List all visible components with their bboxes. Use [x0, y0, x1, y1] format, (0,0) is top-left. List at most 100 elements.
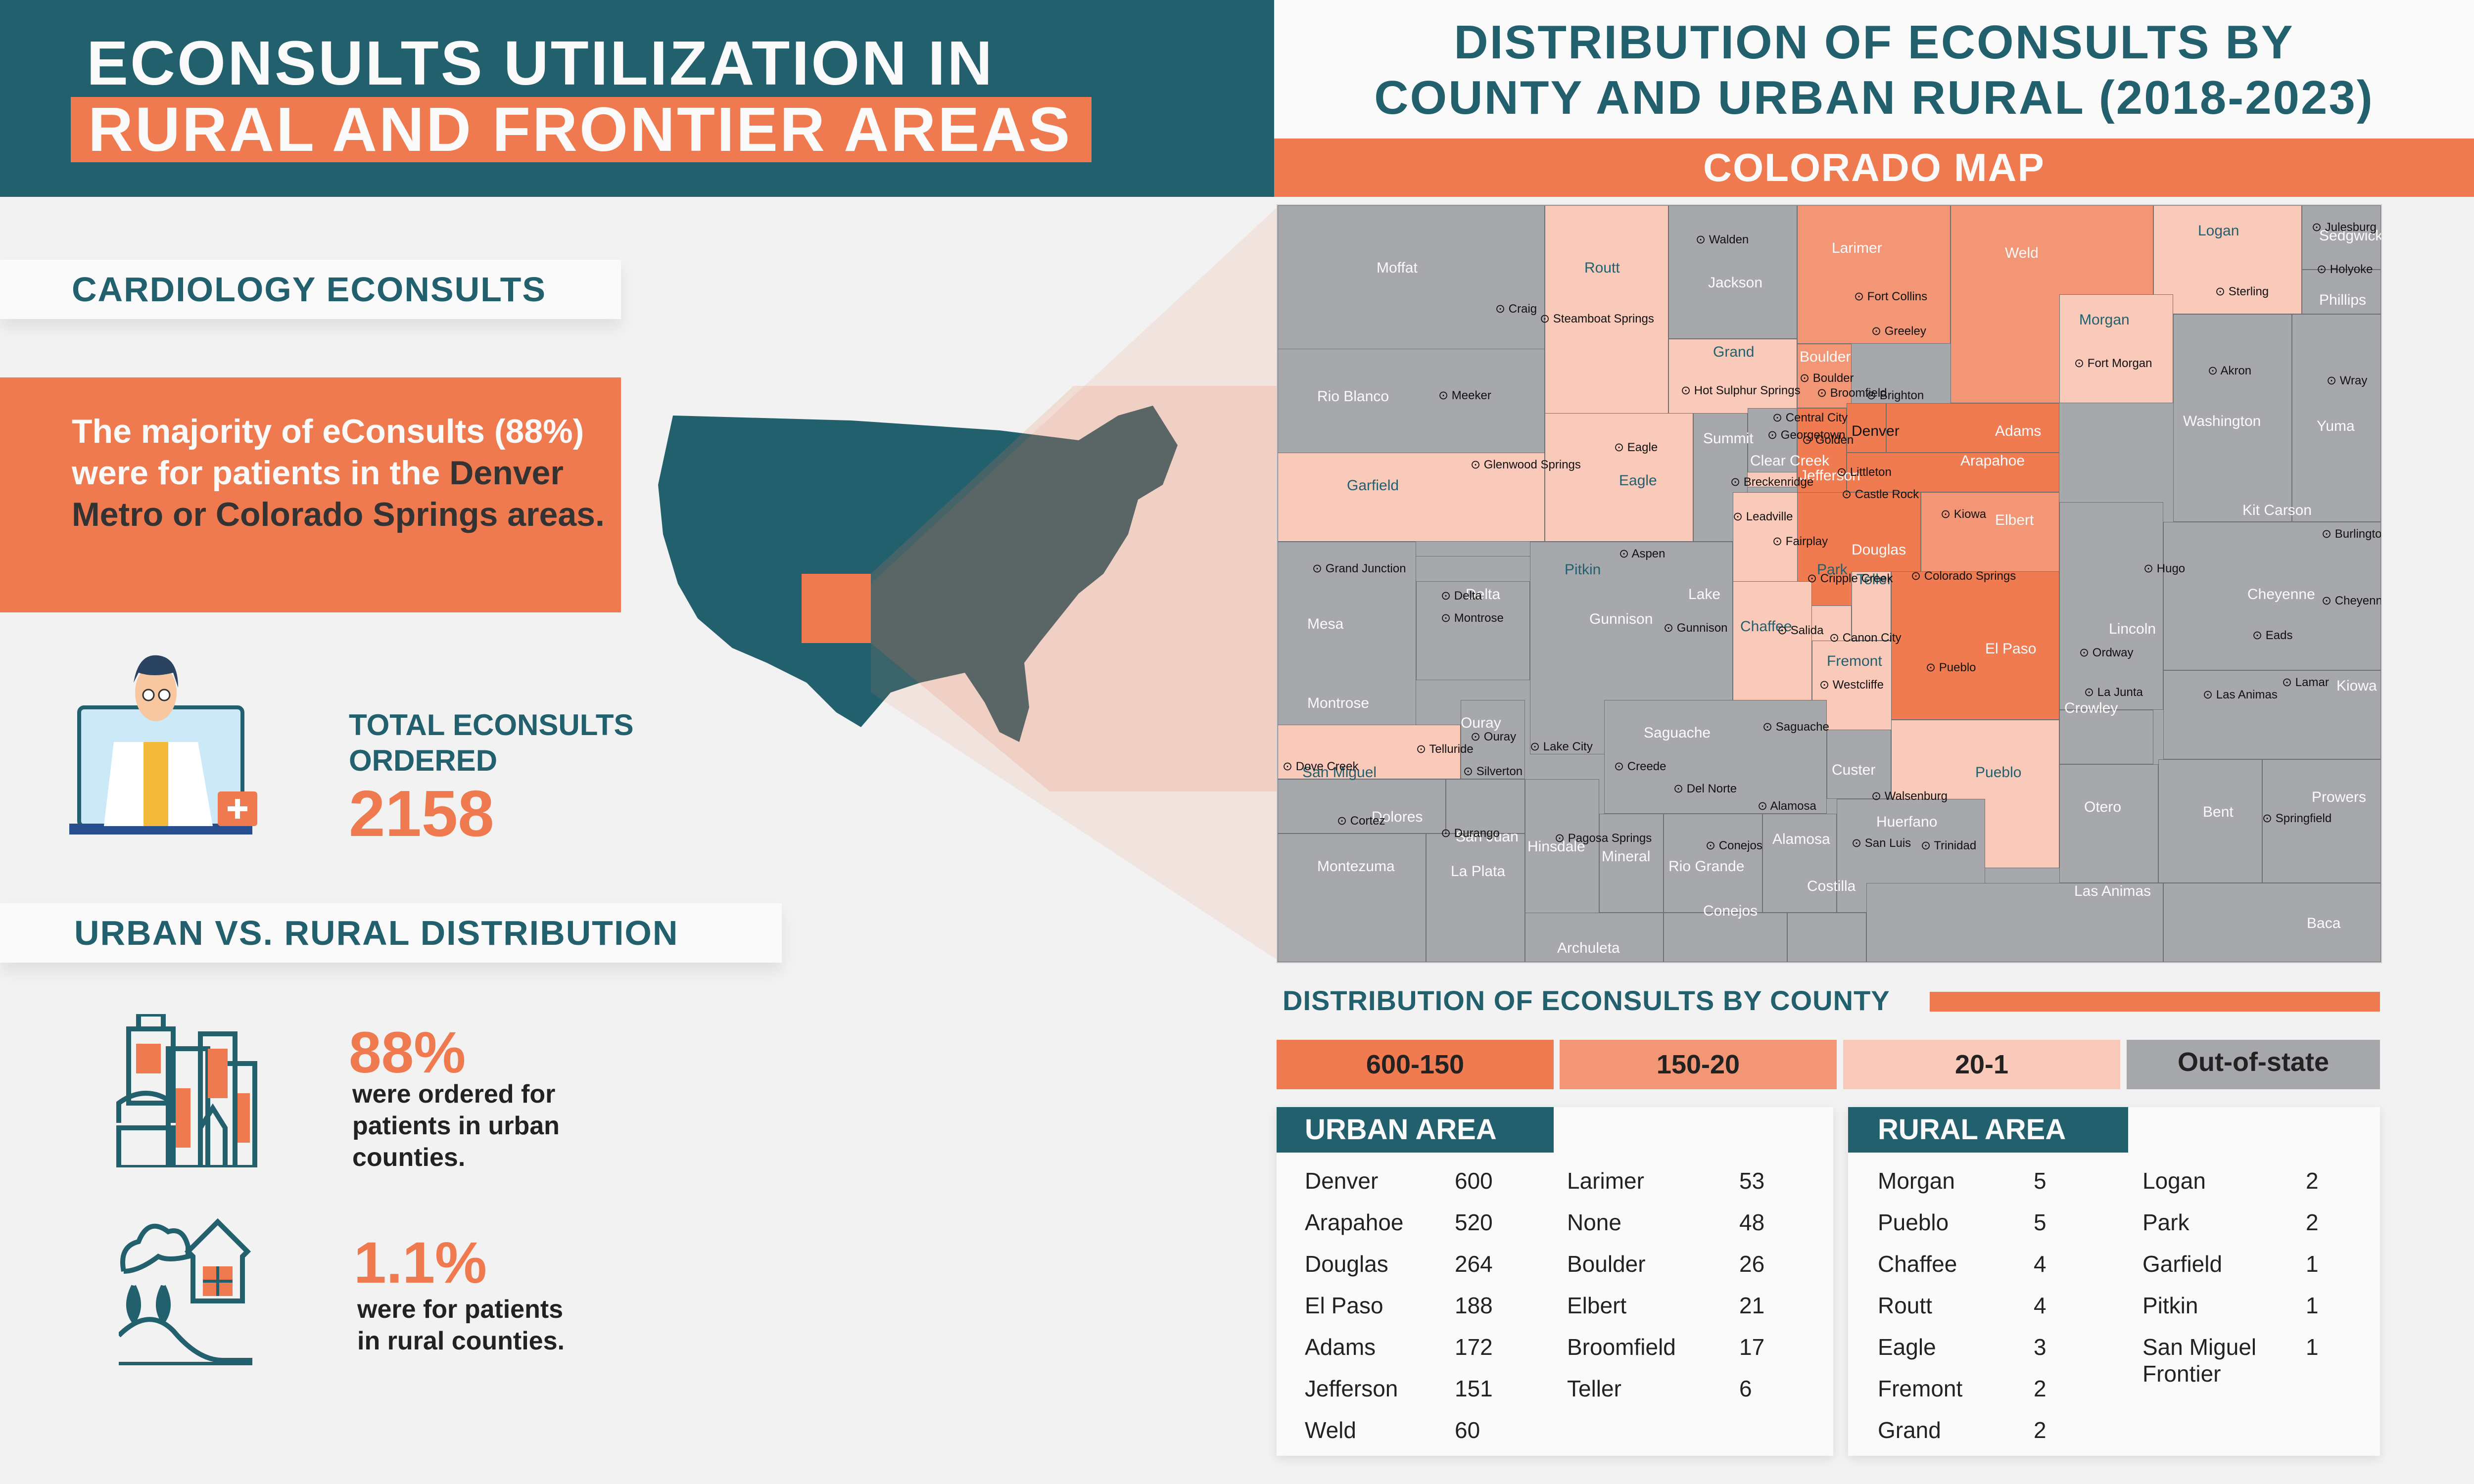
- county-distribution-heading: DISTRIBUTION OF ECONSULTS BY COUNTY: [1283, 985, 1890, 1016]
- city-marker: ⊙ Wray: [2327, 373, 2367, 388]
- city-marker: ⊙ Eads: [2252, 628, 2292, 643]
- city-marker: ⊙ Greeley: [1871, 324, 1926, 338]
- rural-percentage: 1.1%: [354, 1230, 487, 1296]
- table-row-county: Grand: [1878, 1417, 1941, 1443]
- majority-text: The majority of eConsults (88%) were for…: [72, 411, 606, 535]
- city-dot-icon: ⊙: [1614, 760, 1627, 773]
- city-name: Julesburg: [2325, 221, 2377, 234]
- city-dot-icon: ⊙: [1767, 428, 1781, 442]
- county-label: Prowers: [2312, 789, 2367, 805]
- county-label: Grand: [1713, 344, 1755, 360]
- table-row-count: 188: [1455, 1293, 1493, 1318]
- majority-callout: [0, 377, 621, 612]
- city-name: Fort Collins: [1867, 290, 1928, 303]
- city-marker: ⊙ Walsenburg: [1871, 789, 1948, 803]
- table-row-county: Pitkin: [2142, 1293, 2198, 1318]
- city-marker: ⊙ Westcliffe: [1819, 678, 1884, 692]
- city-dot-icon: ⊙: [1438, 389, 1452, 402]
- table-row-county: Logan: [2142, 1168, 2206, 1194]
- city-marker: ⊙ Broomfield: [1817, 386, 1887, 400]
- city-dot-icon: ⊙: [1762, 720, 1776, 734]
- county-label: Rio Grande: [1668, 858, 1745, 875]
- city-marker: ⊙ Creede: [1614, 759, 1666, 774]
- city-marker: ⊙ Trinidad: [1921, 838, 1976, 853]
- table-row-county: Adams: [1305, 1334, 1376, 1360]
- city-marker: ⊙ Julesburg: [2312, 220, 2377, 234]
- city-dot-icon: ⊙: [1664, 621, 1677, 635]
- table-row-count: 21: [1739, 1293, 1765, 1318]
- county-label: Phillips: [2319, 292, 2367, 308]
- city-marker: ⊙ Delta: [1441, 589, 1482, 603]
- city-dot-icon: ⊙: [1471, 730, 1484, 743]
- table-row-count: 4: [2034, 1293, 2046, 1318]
- city-dot-icon: ⊙: [1619, 547, 1632, 560]
- city-marker: ⊙ Del Norte: [1673, 782, 1737, 796]
- urban-rural-heading: URBAN VS. RURAL DISTRIBUTION: [74, 914, 679, 952]
- county-region: [1599, 814, 1664, 913]
- city-name: Boulder: [1812, 371, 1854, 385]
- city-name: Cheyenne Wells: [2334, 594, 2382, 607]
- city-dot-icon: ⊙: [1730, 475, 1744, 489]
- table-row-count: 3: [2034, 1334, 2046, 1360]
- city-name: Hot Sulphur Springs: [1694, 384, 1801, 397]
- table-row-county: Weld: [1305, 1417, 1356, 1443]
- city-name: Silverton: [1476, 765, 1523, 778]
- city-marker: ⊙ Meeker: [1438, 388, 1491, 403]
- table-row-county: Denver: [1305, 1168, 1379, 1194]
- city-dot-icon: ⊙: [1829, 631, 1843, 645]
- city-dot-icon: ⊙: [1614, 441, 1627, 454]
- table-row-count: 1: [2306, 1334, 2319, 1360]
- urban-area-card: [1277, 1107, 1833, 1456]
- county-region: [1525, 913, 1664, 962]
- county-region: [1446, 779, 1525, 834]
- city-name: Eagle: [1627, 441, 1658, 454]
- county-region: [1797, 205, 1951, 344]
- city-dot-icon: ⊙: [1416, 742, 1429, 756]
- city-name: Central City: [1785, 411, 1848, 424]
- city-marker: ⊙ Pueblo: [1926, 660, 1976, 675]
- table-row-county: Boulder: [1567, 1251, 1646, 1277]
- county-label: Lincoln: [2109, 621, 2156, 637]
- city-name: Eads: [2265, 629, 2293, 642]
- table-row-count: 48: [1739, 1209, 1765, 1235]
- city-name: Broomfield: [1830, 386, 1887, 400]
- city-name: Dove Creek: [1295, 760, 1359, 773]
- city-dot-icon: ⊙: [1673, 782, 1687, 795]
- county-label: Elbert: [1995, 512, 2034, 528]
- table-row-county: Arapahoe: [1305, 1209, 1404, 1235]
- city-name: Castle Rock: [1855, 488, 1919, 501]
- city-marker: ⊙ Burlington: [2322, 527, 2382, 541]
- county-region: [1762, 814, 1837, 913]
- county-region: [1668, 205, 1797, 339]
- table-row-county: San Miguel: [2142, 1334, 2257, 1360]
- city-dot-icon: ⊙: [1441, 589, 1454, 603]
- city-marker: ⊙ Steamboat Springs: [1540, 312, 1654, 326]
- city-dot-icon: ⊙: [1854, 290, 1867, 303]
- table-row-county: Park: [2142, 1209, 2189, 1235]
- county-region: [2158, 759, 2262, 883]
- county-region: [2292, 314, 2381, 522]
- county-label: Conejos: [1703, 903, 1758, 919]
- county-region: [1278, 834, 1426, 962]
- city-name: Trinidad: [1934, 839, 1977, 852]
- city-name: Golden: [1815, 433, 1854, 447]
- county-label: San Miguel: [1302, 764, 1377, 781]
- urban-description: were ordered for patients in urban count…: [352, 1078, 560, 1173]
- city-name: Aspen: [1631, 547, 1665, 560]
- city-name: Burlington: [2334, 527, 2382, 541]
- county-label: Custer: [1832, 762, 1876, 778]
- county-label: Rio Blanco: [1317, 388, 1389, 405]
- table-row-county: Pueblo: [1878, 1209, 1949, 1235]
- city-dot-icon: ⊙: [2262, 812, 2276, 825]
- us-map-icon: [658, 386, 1277, 791]
- total-label-line1: TOTAL ECONSULTS: [349, 708, 634, 742]
- city-dot-icon: ⊙: [1772, 411, 1786, 424]
- city-dot-icon: ⊙: [2084, 686, 2097, 699]
- distribution-title: DISTRIBUTION OF ECONSULTS BY COUNTY AND …: [1274, 15, 2474, 126]
- table-row-count: 1: [2306, 1251, 2319, 1277]
- map-zoom-cone: [871, 208, 1277, 960]
- city-name: Canon City: [1842, 631, 1902, 645]
- city-name: Craig: [1508, 302, 1537, 316]
- city-dot-icon: ⊙: [1911, 569, 1924, 583]
- county-label: Douglas: [1852, 542, 1906, 558]
